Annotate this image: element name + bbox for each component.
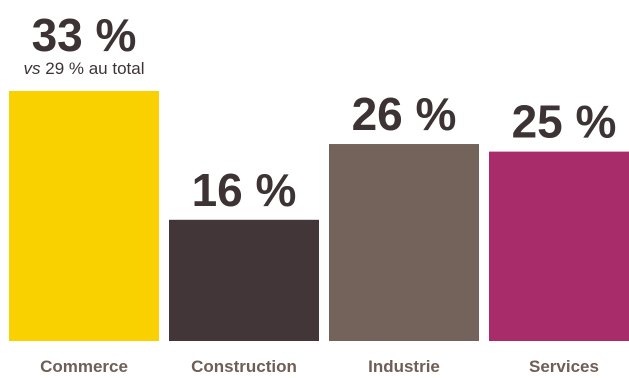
- bar-industrie: [329, 144, 479, 341]
- value-label-construction: 16 %: [192, 164, 297, 216]
- category-label-construction: Construction: [191, 357, 297, 376]
- bar-commerce: [9, 91, 159, 341]
- bars-group: [9, 91, 629, 341]
- commerce-comparison-note: vs 29 % au total: [24, 59, 145, 78]
- category-label-commerce: Commerce: [40, 357, 128, 376]
- annotation-text: 29 % au total: [41, 59, 145, 78]
- value-label-commerce: 33 %: [32, 9, 137, 61]
- bar-construction: [169, 219, 319, 341]
- category-labels-group: Commerce Construction Industrie Services: [40, 357, 599, 376]
- bar-services: [489, 151, 629, 341]
- value-label-industrie: 26 %: [352, 88, 457, 140]
- category-label-services: Services: [529, 357, 599, 376]
- value-label-services: 25 %: [512, 96, 617, 148]
- annotation-italic: vs: [24, 59, 42, 78]
- category-label-industrie: Industrie: [368, 357, 440, 376]
- value-labels-group: 33 % 16 % 26 % 25 %: [32, 9, 617, 216]
